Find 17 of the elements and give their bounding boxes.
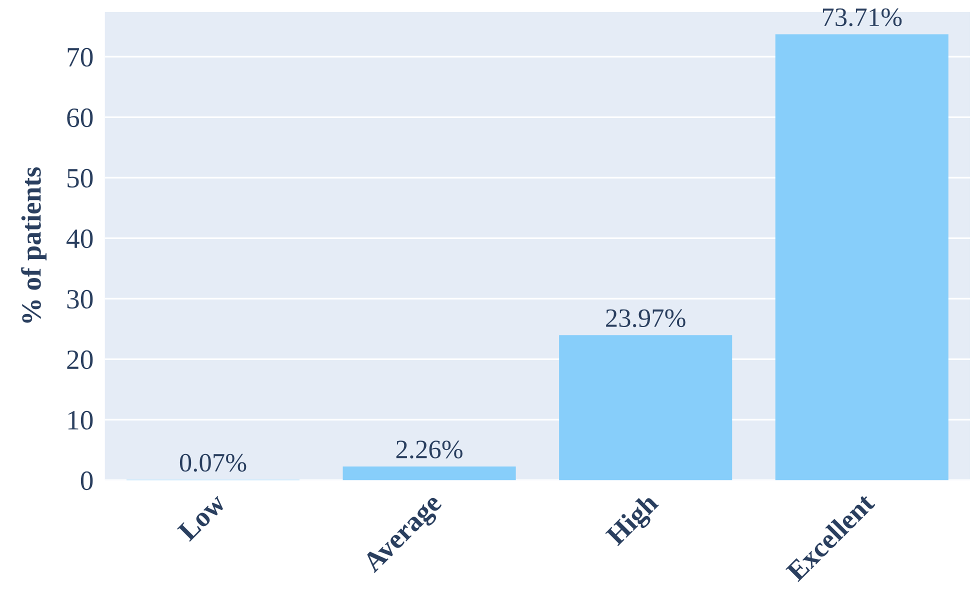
bar <box>342 466 516 480</box>
y-tick-label: 70 <box>68 48 93 67</box>
y-tick-label: 30 <box>67 290 93 309</box>
data-label: 73.71% <box>822 8 902 26</box>
y-tick-label: 0 <box>80 471 93 490</box>
y-tick-label: 60 <box>67 108 93 128</box>
y-axis-title: % of patients <box>21 167 47 323</box>
data-label: 0.07% <box>180 454 246 472</box>
x-tick-label: Low <box>177 492 227 542</box>
y-tick-label: 10 <box>68 410 93 430</box>
y-tick-label: 40 <box>66 229 93 248</box>
bar <box>775 34 948 480</box>
y-tick-label: 20 <box>67 350 93 370</box>
data-label: 2.26% <box>396 440 462 458</box>
data-label: 23.97% <box>606 309 686 328</box>
bar <box>559 335 732 480</box>
y-tick-label: 50 <box>68 168 93 188</box>
